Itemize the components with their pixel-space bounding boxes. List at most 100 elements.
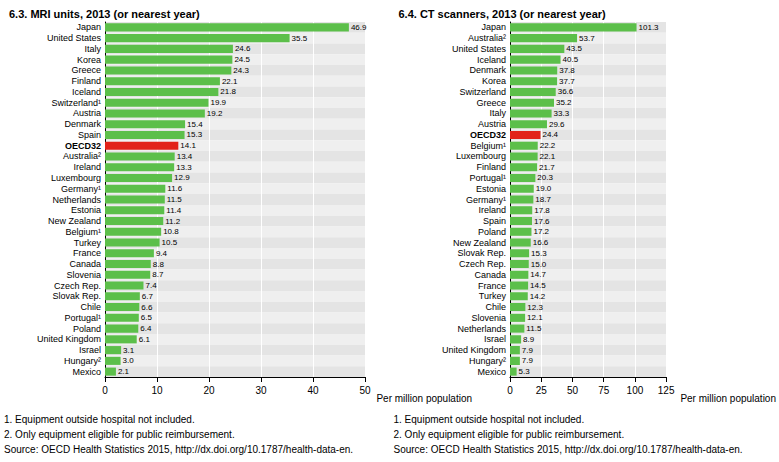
svg-text:10.8: 10.8 — [163, 227, 179, 236]
svg-text:14.1: 14.1 — [180, 141, 196, 150]
svg-text:Switzerland¹: Switzerland¹ — [51, 98, 101, 108]
svg-text:5.3: 5.3 — [519, 367, 531, 376]
svg-text:20: 20 — [203, 385, 215, 396]
svg-text:11.5: 11.5 — [526, 324, 542, 333]
svg-text:Greece: Greece — [71, 65, 101, 75]
svg-text:France: France — [73, 248, 101, 258]
svg-text:40.5: 40.5 — [563, 55, 579, 64]
svg-text:Slovak Rep.: Slovak Rep. — [52, 291, 101, 301]
svg-text:6.3. MRI units, 2013 (or neare: 6.3. MRI units, 2013 (or nearest year) — [9, 8, 200, 20]
svg-text:Source: OECD Health Statistics: Source: OECD Health Statistics 2015, htt… — [4, 444, 353, 455]
svg-text:Italy: Italy — [489, 108, 506, 118]
svg-text:11.4: 11.4 — [166, 206, 182, 215]
svg-text:Slovenia: Slovenia — [66, 270, 101, 280]
svg-text:United States: United States — [452, 44, 507, 54]
svg-text:20.3: 20.3 — [537, 173, 553, 182]
svg-text:United States: United States — [47, 33, 102, 43]
svg-text:Mexico: Mexico — [72, 367, 101, 377]
svg-text:France: France — [478, 281, 506, 291]
svg-text:Turkey: Turkey — [74, 238, 102, 248]
svg-text:19.9: 19.9 — [210, 98, 226, 107]
svg-text:Luxembourg: Luxembourg — [51, 173, 101, 183]
svg-text:Israel: Israel — [79, 345, 101, 355]
svg-text:Netherlands: Netherlands — [52, 195, 101, 205]
svg-text:Ireland: Ireland — [73, 162, 101, 172]
svg-text:24.5: 24.5 — [234, 55, 250, 64]
svg-text:9.4: 9.4 — [156, 249, 168, 258]
svg-text:6.6: 6.6 — [141, 303, 153, 312]
svg-text:10: 10 — [151, 385, 163, 396]
svg-text:24.3: 24.3 — [233, 66, 249, 75]
svg-text:40: 40 — [307, 385, 319, 396]
svg-text:Czech Rep.: Czech Rep. — [54, 281, 101, 291]
svg-text:24.6: 24.6 — [235, 44, 251, 53]
svg-text:16.6: 16.6 — [533, 238, 549, 247]
svg-text:12.3: 12.3 — [527, 303, 543, 312]
svg-text:Iceland: Iceland — [72, 87, 101, 97]
svg-text:22.2: 22.2 — [540, 141, 556, 150]
svg-text:0: 0 — [102, 385, 108, 396]
svg-text:36.6: 36.6 — [558, 87, 574, 96]
svg-text:37.8: 37.8 — [559, 66, 575, 75]
svg-text:15.4: 15.4 — [187, 120, 203, 129]
svg-text:50: 50 — [359, 385, 371, 396]
svg-text:Netherlands: Netherlands — [457, 324, 506, 334]
svg-text:Canada: Canada — [69, 259, 101, 269]
svg-text:Chile: Chile — [80, 302, 101, 312]
svg-text:Portugal¹: Portugal¹ — [469, 173, 506, 183]
svg-text:Switzerland: Switzerland — [459, 87, 506, 97]
svg-text:14.7: 14.7 — [530, 270, 546, 279]
svg-text:8.9: 8.9 — [523, 335, 535, 344]
svg-text:Korea: Korea — [77, 55, 101, 65]
svg-text:11.5: 11.5 — [167, 195, 183, 204]
svg-text:Australia²: Australia² — [63, 151, 101, 161]
svg-text:8.8: 8.8 — [153, 260, 165, 269]
svg-text:Finland: Finland — [476, 162, 506, 172]
svg-text:15.3: 15.3 — [531, 249, 547, 258]
svg-text:101.3: 101.3 — [639, 23, 660, 32]
svg-text:12.1: 12.1 — [527, 313, 543, 322]
svg-text:6.4: 6.4 — [140, 324, 152, 333]
svg-text:17.6: 17.6 — [534, 217, 550, 226]
svg-text:53.7: 53.7 — [579, 34, 595, 43]
svg-text:17.2: 17.2 — [533, 227, 549, 236]
svg-text:6.7: 6.7 — [142, 292, 154, 301]
svg-text:Austria: Austria — [73, 108, 101, 118]
svg-text:6.1: 6.1 — [139, 335, 151, 344]
svg-text:12.9: 12.9 — [174, 173, 190, 182]
svg-text:Per million population: Per million population — [376, 393, 472, 404]
svg-text:46.9: 46.9 — [351, 23, 367, 32]
svg-text:Hungary²: Hungary² — [64, 356, 101, 366]
svg-text:1. Equipment outside hospital: 1. Equipment outside hospital not includ… — [4, 414, 195, 425]
svg-text:Belgium¹: Belgium¹ — [470, 141, 506, 151]
svg-text:7.9: 7.9 — [522, 346, 534, 355]
svg-text:Spain: Spain — [78, 130, 101, 140]
svg-text:Chile: Chile — [485, 302, 506, 312]
svg-text:Estonia: Estonia — [476, 184, 506, 194]
svg-text:Japan: Japan — [481, 22, 506, 32]
svg-text:11.6: 11.6 — [167, 184, 183, 193]
svg-text:2. Only equipment eligible for: 2. Only equipment eligible for public re… — [4, 429, 235, 440]
svg-text:43.5: 43.5 — [566, 44, 582, 53]
svg-text:OECD32: OECD32 — [65, 141, 101, 151]
svg-text:22.1: 22.1 — [540, 152, 556, 161]
svg-text:New Zealand: New Zealand — [48, 216, 101, 226]
svg-text:Source: OECD Health Statistics: Source: OECD Health Statistics 2015, htt… — [394, 444, 743, 455]
svg-text:Iceland: Iceland — [477, 55, 506, 65]
svg-text:3.0: 3.0 — [123, 356, 135, 365]
svg-text:Slovak Rep.: Slovak Rep. — [457, 248, 506, 258]
svg-text:14.2: 14.2 — [530, 292, 546, 301]
svg-text:24.4: 24.4 — [542, 130, 558, 139]
svg-text:2. Only equipment eligible for: 2. Only equipment eligible for public re… — [394, 429, 625, 440]
svg-text:6.5: 6.5 — [141, 313, 153, 322]
svg-text:Turkey: Turkey — [479, 291, 507, 301]
svg-text:Czech Rep.: Czech Rep. — [459, 259, 506, 269]
svg-text:Mexico: Mexico — [477, 367, 506, 377]
svg-text:35.5: 35.5 — [292, 34, 308, 43]
svg-text:21.7: 21.7 — [539, 163, 555, 172]
svg-text:OECD32: OECD32 — [470, 130, 506, 140]
svg-text:Ireland: Ireland — [478, 205, 506, 215]
svg-text:15.0: 15.0 — [531, 260, 547, 269]
svg-text:14.5: 14.5 — [530, 281, 546, 290]
svg-text:50: 50 — [567, 385, 579, 396]
